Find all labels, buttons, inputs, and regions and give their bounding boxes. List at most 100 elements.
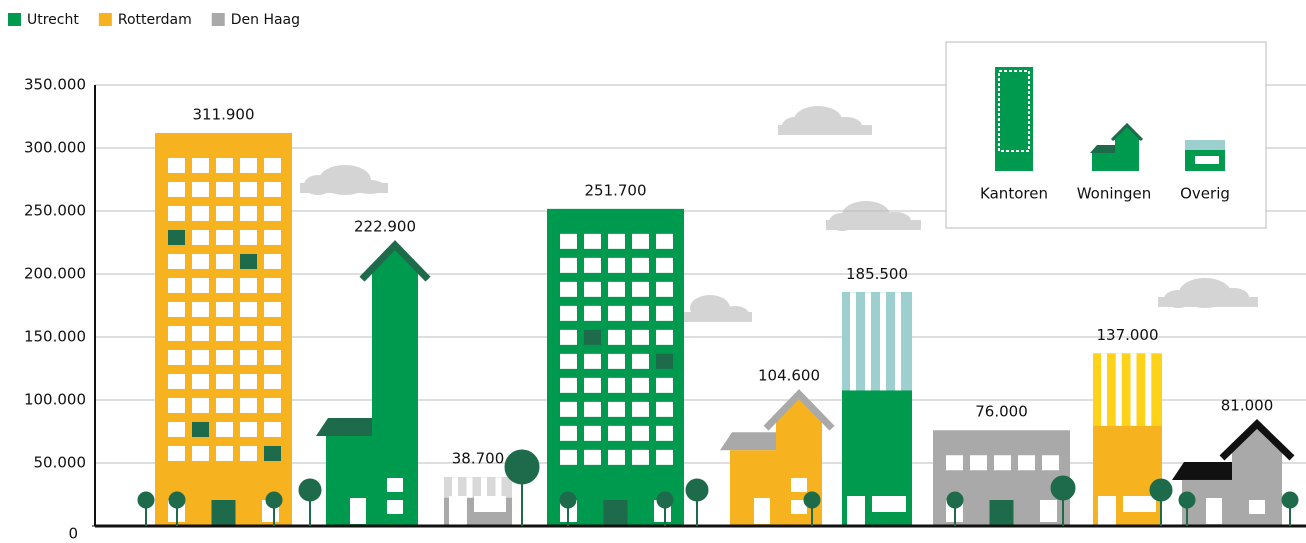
window [970, 455, 987, 470]
tree [686, 479, 708, 526]
window [216, 254, 233, 269]
window [632, 354, 649, 369]
cloud [684, 295, 752, 322]
window [168, 422, 185, 437]
awning-stripe [481, 477, 487, 497]
window [216, 422, 233, 437]
door [1206, 498, 1222, 524]
window [608, 330, 625, 345]
value-label: 104.600 [758, 367, 820, 385]
window [584, 426, 601, 441]
window [240, 182, 257, 197]
window [632, 282, 649, 297]
window [632, 234, 649, 249]
window [192, 422, 209, 437]
window [608, 354, 625, 369]
window [264, 206, 281, 221]
building [316, 245, 428, 526]
window [264, 302, 281, 317]
value-label: 76.000 [975, 403, 1028, 421]
window [387, 500, 403, 514]
window [1249, 500, 1265, 514]
window [168, 278, 185, 293]
window [216, 326, 233, 341]
window [656, 354, 673, 369]
window [240, 254, 257, 269]
window [584, 402, 601, 417]
window [584, 450, 601, 465]
window [656, 402, 673, 417]
window [240, 278, 257, 293]
building [444, 477, 512, 526]
window [584, 354, 601, 369]
window [192, 326, 209, 341]
window [656, 426, 673, 441]
window [216, 278, 233, 293]
window [192, 350, 209, 365]
window [192, 398, 209, 413]
window [192, 374, 209, 389]
building [933, 430, 1070, 526]
window [264, 254, 281, 269]
value-label: 311.900 [192, 106, 254, 124]
shop-window [872, 496, 906, 512]
type-legend: Kantoren Woningen Overig [946, 42, 1266, 228]
window [608, 450, 625, 465]
window [264, 158, 281, 173]
window [168, 206, 185, 221]
window [192, 206, 209, 221]
window [168, 158, 185, 173]
window [560, 330, 577, 345]
window [168, 374, 185, 389]
window [216, 230, 233, 245]
window [264, 422, 281, 437]
cloud [778, 106, 872, 135]
type-label: Kantoren [980, 185, 1048, 203]
y-tick-label: 300.000 [24, 139, 86, 157]
window [192, 158, 209, 173]
window [216, 182, 233, 197]
window [240, 326, 257, 341]
window [240, 422, 257, 437]
window [608, 258, 625, 273]
window [264, 398, 281, 413]
window [1042, 455, 1059, 470]
tree [299, 479, 321, 526]
window [240, 446, 257, 461]
building [547, 209, 684, 526]
window [216, 374, 233, 389]
window [168, 326, 185, 341]
legend-swatch [99, 13, 112, 26]
type-label: Overig [1180, 185, 1230, 203]
awning-stripe [895, 292, 901, 390]
window [560, 258, 577, 273]
value-label: 251.700 [584, 181, 646, 199]
window [656, 282, 673, 297]
y-tick-label: 150.000 [24, 328, 86, 346]
window [240, 374, 257, 389]
awning-stripe [1116, 353, 1122, 426]
window [1040, 500, 1057, 522]
window [946, 455, 963, 470]
window [387, 478, 403, 492]
awning-stripe [865, 292, 871, 390]
door [604, 500, 628, 526]
awning-stripe [1101, 353, 1107, 426]
awning-stripe [467, 477, 473, 497]
page: UtrechtRotterdamDen Haag 050.000100.0001… [0, 0, 1306, 543]
window [632, 258, 649, 273]
building [1093, 353, 1162, 526]
cloud [1158, 278, 1258, 308]
window [192, 230, 209, 245]
window [584, 234, 601, 249]
door [350, 498, 366, 524]
window [608, 402, 625, 417]
window [168, 446, 185, 461]
legend: UtrechtRotterdamDen Haag [8, 12, 300, 28]
chart: UtrechtRotterdamDen Haag 050.000100.0001… [0, 0, 1306, 539]
window [168, 350, 185, 365]
awning-stripe [850, 292, 856, 390]
value-label: 38.700 [452, 450, 505, 468]
window [216, 350, 233, 365]
legend-label: Rotterdam [118, 12, 192, 28]
